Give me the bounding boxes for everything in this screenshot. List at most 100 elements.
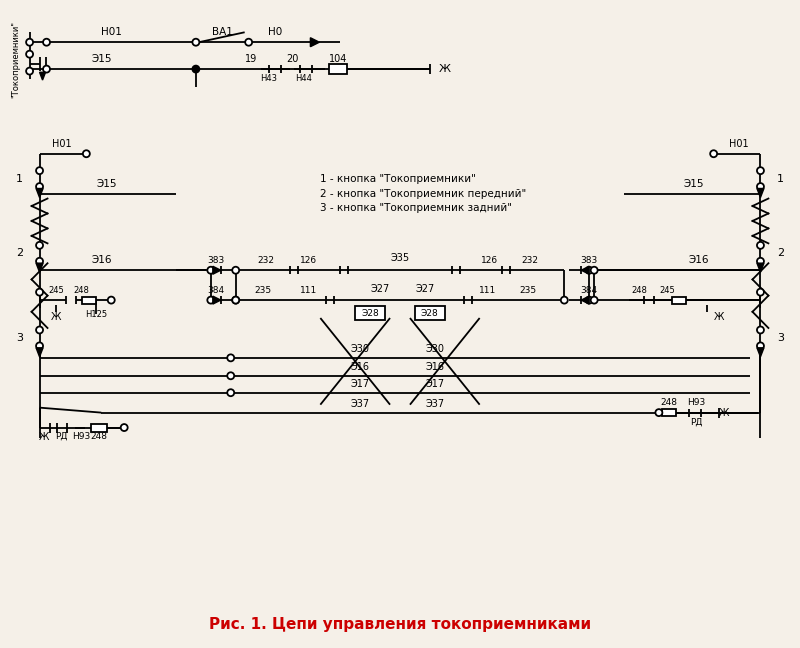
Circle shape [757,327,764,334]
Text: 384: 384 [581,286,598,295]
Bar [330,64,347,74]
Circle shape [207,297,214,303]
Text: Ж: Ж [718,408,729,417]
Text: 2: 2 [16,248,23,259]
Circle shape [207,267,214,273]
Text: Э15: Э15 [683,179,704,189]
Polygon shape [310,38,319,47]
Polygon shape [757,189,764,198]
Circle shape [36,167,43,174]
Bar [355,306,385,320]
Text: 1: 1 [16,174,23,183]
Text: Э17: Э17 [350,378,370,389]
Text: Н93: Н93 [72,432,90,441]
Circle shape [26,67,33,75]
Polygon shape [213,266,221,274]
Text: Н44: Н44 [295,74,312,82]
Bar [82,297,96,303]
Text: 232: 232 [257,256,274,265]
Circle shape [26,51,33,58]
Text: Н43: Н43 [260,74,277,82]
Text: Э27: Э27 [415,284,434,294]
Text: 1: 1 [777,174,784,183]
Circle shape [227,389,234,396]
Text: 1 - кнопка "Токоприемники": 1 - кнопка "Токоприемники" [320,174,476,183]
Polygon shape [213,296,221,304]
Circle shape [757,242,764,249]
Text: 2 - кнопка "Токоприемник передний": 2 - кнопка "Токоприемник передний" [320,189,526,198]
Polygon shape [757,348,764,357]
Circle shape [36,242,43,249]
Text: Н01: Н01 [52,139,71,149]
Text: 384: 384 [207,286,224,295]
Circle shape [36,327,43,334]
Text: 248: 248 [631,286,647,295]
Circle shape [36,258,43,265]
Text: 383: 383 [207,256,225,265]
Circle shape [83,150,90,157]
Text: Э28: Э28 [421,308,438,318]
Polygon shape [582,266,589,274]
Circle shape [245,39,252,46]
Text: 383: 383 [581,256,598,265]
Text: 245: 245 [49,286,64,295]
Polygon shape [36,263,43,272]
Text: "Токоприемники": "Токоприемники" [11,21,20,98]
Text: ВА1: ВА1 [212,27,234,37]
Text: Э16: Э16 [350,362,370,372]
Circle shape [43,65,50,73]
Bar [672,297,686,303]
Circle shape [232,297,239,303]
Text: Ж: Ж [714,312,724,322]
Circle shape [757,258,764,265]
Text: Н93: Н93 [687,398,706,407]
Text: Э17: Э17 [426,378,445,389]
Text: Э37: Э37 [426,399,445,409]
Text: 111: 111 [300,286,317,295]
Bar [415,306,445,320]
Text: РД: РД [55,432,68,441]
Circle shape [710,150,717,157]
Text: Э16: Э16 [426,362,444,372]
Text: 126: 126 [481,256,498,265]
Circle shape [590,297,598,303]
Bar [662,409,676,416]
Circle shape [586,297,593,303]
Bar [91,424,107,432]
Polygon shape [582,296,589,304]
Text: Э15: Э15 [96,179,117,189]
Polygon shape [36,348,43,357]
Circle shape [36,183,43,190]
Text: Э15: Э15 [91,54,111,64]
Polygon shape [36,189,43,198]
Polygon shape [39,73,46,80]
Text: Э16: Э16 [91,255,111,265]
Text: 126: 126 [300,256,317,265]
Text: Э35: Э35 [390,253,410,263]
Circle shape [227,373,234,379]
Text: Э30: Э30 [350,344,370,354]
Text: Н125: Н125 [86,310,107,319]
Text: Ж: Ж [439,64,451,74]
Circle shape [26,39,33,46]
Circle shape [192,39,199,46]
Text: 111: 111 [479,286,496,295]
Text: Рис. 1. Цепи управления токоприемниками: Рис. 1. Цепи управления токоприемниками [209,617,591,632]
Polygon shape [757,263,764,272]
Text: 20: 20 [286,54,298,64]
Circle shape [757,288,764,295]
Text: 235: 235 [254,286,271,295]
Text: Ж: Ж [39,432,50,441]
Text: 3: 3 [777,333,784,343]
Circle shape [586,267,593,273]
Circle shape [590,267,598,273]
Text: 232: 232 [521,256,538,265]
Text: Э28: Э28 [362,308,379,318]
Circle shape [232,297,239,303]
Text: Н0: Н0 [269,27,282,37]
Text: 3: 3 [16,333,23,343]
Circle shape [192,65,199,73]
Text: Э16: Э16 [689,255,709,265]
Circle shape [36,288,43,295]
Text: Ж: Ж [51,312,62,322]
